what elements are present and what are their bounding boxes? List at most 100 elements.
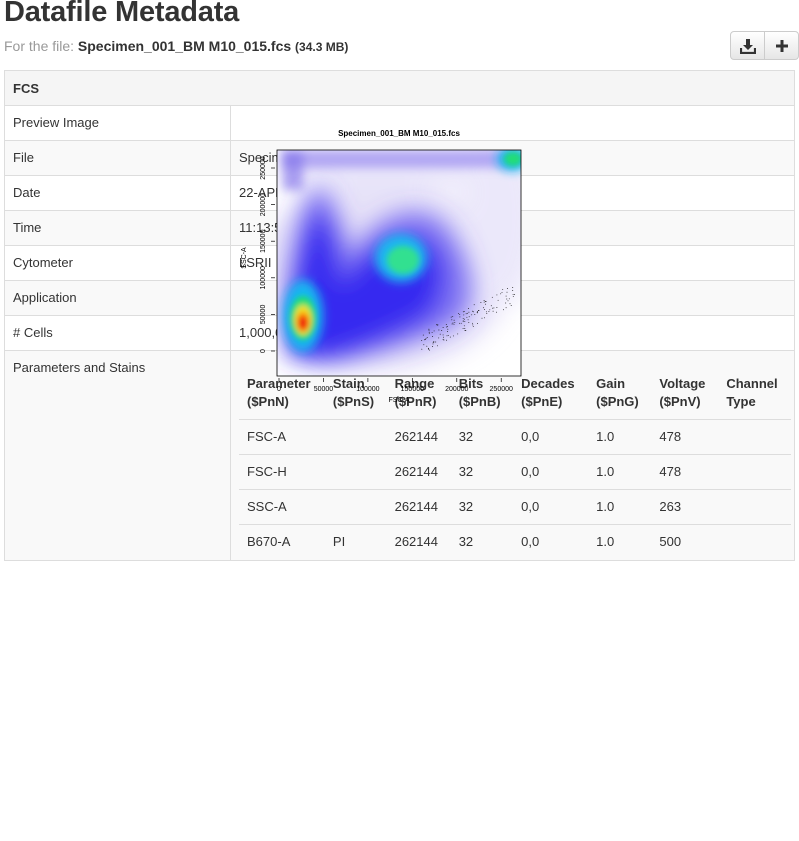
plot-title: Specimen_001_BM M10_015.fcs	[338, 129, 460, 138]
parameter-row: FSC-A 262144 32 0,0 1.0 478	[239, 419, 791, 455]
param-header-line2: Type	[726, 394, 756, 409]
y-axis-ticks: 0 50000 100000 150000 200000 250000	[260, 156, 275, 353]
parameter-row: SSC-A 262144 32 0,0 1.0 263	[239, 489, 791, 525]
x-tick-label: 250000	[490, 386, 513, 393]
row-label: Cytometer	[4, 245, 231, 281]
parameters-cell: Parameter ($PnN) Stain ($PnS) Range ($PnR) …	[230, 350, 795, 561]
param-header-line2: ($PnR)	[394, 394, 437, 409]
row-label: File	[4, 140, 231, 176]
preview-density-plot: Specimen_001_BM M10_015.fcs	[241, 129, 522, 404]
row-label: Date	[4, 175, 231, 211]
parameter-row: B670-A PI 262144 32 0,0 1.0 500	[239, 524, 791, 560]
parameter-cell: 32	[450, 489, 514, 525]
param-header-line2: ($PnV)	[659, 394, 701, 409]
parameter-cell: 32	[450, 419, 514, 455]
action-button-group	[730, 31, 799, 60]
y-tick-label: 100000	[260, 266, 267, 289]
parameter-cell: 0,0	[513, 489, 589, 525]
parameter-cell: 262144	[386, 419, 451, 455]
y-tick-label: 50000	[260, 305, 267, 325]
parameter-cell: 32	[450, 524, 514, 560]
parameter-cell: 262144	[386, 454, 451, 490]
y-tick-label: 150000	[260, 229, 267, 252]
row-label: # Cells	[4, 315, 231, 351]
parameter-cell: PI	[324, 524, 387, 560]
preview-label: Preview Image	[4, 105, 231, 141]
parameter-cell: 32	[450, 454, 514, 490]
param-header-line1: Decades	[521, 376, 575, 391]
parameter-cell: B670-A	[239, 524, 325, 560]
parameter-cell	[718, 454, 791, 490]
parameter-cell: 500	[651, 524, 719, 560]
x-tick-label: 50000	[314, 386, 334, 393]
parameter-cell: FSC-A	[239, 419, 325, 455]
add-button[interactable]	[765, 31, 799, 60]
param-header: Voltage ($PnV)	[651, 367, 718, 420]
plus-icon	[775, 39, 788, 52]
param-header: Bits ($PnB)	[451, 367, 513, 420]
parameter-cell: 262144	[386, 489, 451, 525]
preview-image-cell: Specimen_001_BM M10_015.fcs	[230, 105, 795, 404]
parameter-cell	[718, 489, 791, 525]
x-tick-label: 200000	[445, 386, 468, 393]
param-header: Parameter ($PnN)	[239, 367, 325, 420]
section-title: FCS	[4, 70, 795, 106]
param-header-line1: Bits	[458, 376, 484, 391]
x-axis-ticks: 0 50000 100000 150000 200000 250000	[277, 378, 513, 393]
parameter-cell	[718, 419, 791, 455]
param-header-line1: Stain	[332, 376, 365, 391]
for-file-prefix: For the file:	[4, 38, 75, 54]
x-tick-label: 150000	[401, 386, 424, 393]
parameter-cell: 262144	[386, 524, 451, 560]
param-header-line2: ($PnS)	[332, 394, 375, 409]
parameter-cell: 1.0	[588, 524, 652, 560]
parameter-cell: 1.0	[588, 489, 652, 525]
parameter-row: FSC-H 262144 32 0,0 1.0 478	[239, 454, 791, 490]
parameter-cell: FSC-H	[239, 454, 325, 490]
download-icon	[739, 38, 756, 54]
file-size: (34.3 MB)	[295, 40, 349, 54]
parameter-cell: SSC-A	[239, 489, 325, 525]
x-tick-label: 100000	[356, 386, 379, 393]
parameter-cell	[324, 419, 387, 455]
param-header-line1: Gain	[596, 376, 626, 391]
param-header-line2: ($PnE)	[521, 394, 563, 409]
plot-frame	[276, 149, 522, 377]
parameter-cell: 263	[651, 489, 719, 525]
density-cloud	[277, 150, 521, 376]
row-label: Time	[4, 210, 231, 246]
y-tick-label: 0	[260, 349, 267, 353]
parameter-cell: 0,0	[513, 419, 589, 455]
file-subtitle: For the file: Specimen_001_BM M10_015.fc…	[4, 38, 348, 54]
param-header-line2: ($PnB)	[458, 394, 501, 409]
param-header: Gain ($PnG)	[588, 367, 651, 420]
file-name: Specimen_001_BM M10_015.fcs	[77, 38, 292, 54]
parameter-cell: 0,0	[513, 454, 589, 490]
parameters-table: Parameter ($PnN) Stain ($PnS) Range ($PnR) …	[239, 367, 791, 560]
parameter-cell	[324, 454, 387, 490]
page-title: Datafile Metadata	[4, 0, 240, 28]
parameter-cell	[718, 524, 791, 560]
row-label: Application	[4, 280, 231, 316]
parameter-cell: 0,0	[513, 524, 589, 560]
param-header: Stain ($PnS)	[325, 367, 387, 420]
param-header: Decades ($PnE)	[513, 367, 588, 420]
outlier-dots	[421, 287, 515, 351]
param-header-line1: Channel	[726, 376, 778, 391]
y-tick-label: 200000	[260, 193, 267, 216]
param-header-line1: Parameter	[247, 376, 311, 391]
parameter-cell: 478	[651, 454, 719, 490]
parameter-cell: 478	[651, 419, 719, 455]
y-tick-label: 250000	[260, 156, 267, 179]
param-header-line1: Range	[394, 376, 435, 391]
parameter-cell: 1.0	[588, 419, 652, 455]
parameters-body: FSC-A 262144 32 0,0 1.0 478 FSC-H 262144 32 0,0 1.…	[239, 419, 791, 560]
param-header: Channel Type	[718, 367, 791, 420]
x-axis-label: FSC-A	[389, 397, 410, 404]
metadata-table: FCS Preview Image Specimen_001_BM M10_01…	[4, 70, 795, 561]
param-header-line1: Voltage	[659, 376, 706, 391]
param-header-line2: ($PnG)	[596, 394, 639, 409]
param-header-line2: ($PnN)	[247, 394, 289, 409]
download-button[interactable]	[730, 31, 765, 60]
